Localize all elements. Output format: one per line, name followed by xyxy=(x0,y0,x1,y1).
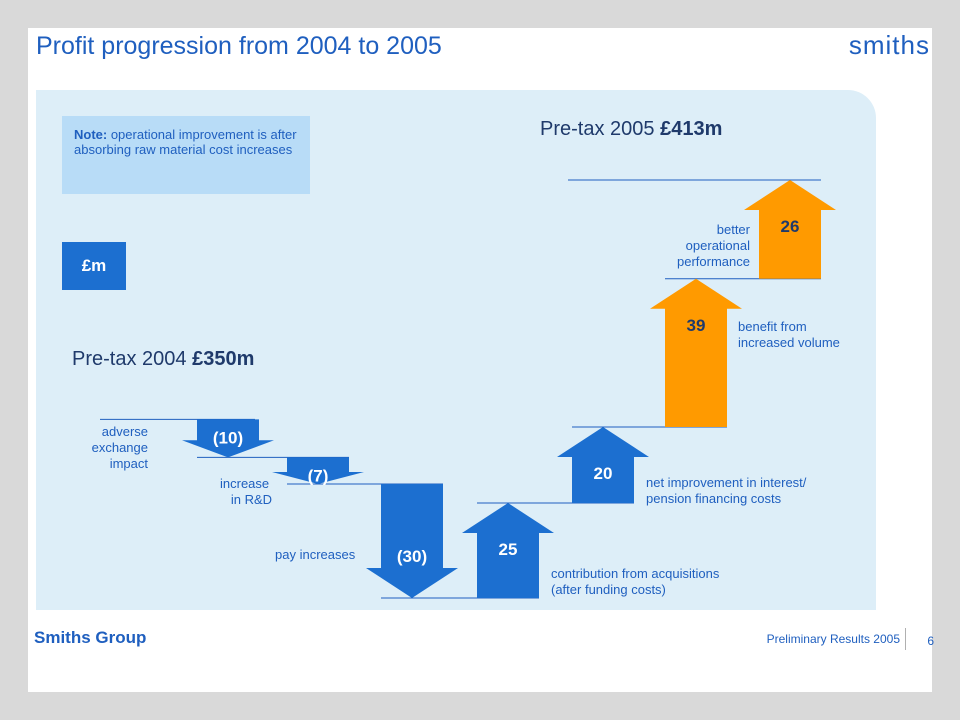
step-desc-operational: better operational performance xyxy=(640,222,750,270)
waterfall-arrow-7 xyxy=(744,180,836,279)
footer-divider xyxy=(905,628,906,650)
waterfall-value-label-4: 25 xyxy=(499,540,518,559)
note-label: Note: xyxy=(74,127,108,142)
pretax-2004-value: £350m xyxy=(192,348,255,370)
waterfall-value-label-1: (10) xyxy=(213,428,243,447)
footer-presentation-title: Preliminary Results 2005 xyxy=(766,632,900,646)
step-desc-interest-text: net improvement in interest/ pension fin… xyxy=(646,475,807,506)
waterfall-arrow-5 xyxy=(557,427,649,503)
note-box: Note: operational improvement is after a… xyxy=(62,116,310,194)
pretax-2005-text: Pre-tax 2005 xyxy=(540,118,661,140)
step-desc-rd: increase in R&D xyxy=(220,476,320,508)
pretax-2005-label: Pre-tax 2005 £413m xyxy=(540,118,722,141)
step-desc-interest: net improvement in interest/ pension fin… xyxy=(646,475,866,507)
page-title: Profit progression from 2004 to 2005 xyxy=(36,32,442,60)
waterfall-value-label-6: 39 xyxy=(687,316,706,335)
step-desc-pay: pay increases xyxy=(275,547,385,563)
pretax-2004-text: Pre-tax 2004 xyxy=(72,348,193,370)
waterfall-arrow-4 xyxy=(462,503,554,598)
step-desc-acquisitions: contribution from acquisitions (after fu… xyxy=(551,566,781,598)
waterfall-value-label-3: (30) xyxy=(397,547,427,566)
footer-company: Smiths Group xyxy=(34,628,147,647)
note-text: operational improvement is after absorbi… xyxy=(74,127,297,157)
pretax-2005-value: £413m xyxy=(660,118,723,140)
page-number: 6 xyxy=(927,634,934,648)
pretax-2004-label: Pre-tax 2004 £350m xyxy=(72,348,254,371)
step-desc-operational-text: better operational performance xyxy=(677,222,750,269)
waterfall-arrow-2 xyxy=(272,457,364,484)
step-desc-volume-text: benefit from increased volume xyxy=(738,319,840,350)
smiths-logo: smiths xyxy=(848,30,930,60)
step-desc-rd-text: increase in R&D xyxy=(220,476,273,507)
waterfall-value-label-5: 20 xyxy=(594,464,613,483)
step-desc-exchange-text: adverse exchange impact xyxy=(91,424,148,471)
step-desc-pay-text: pay increases xyxy=(275,547,356,562)
waterfall-value-label-2: (7) xyxy=(308,466,329,485)
waterfall-arrow-3 xyxy=(366,484,458,598)
step-desc-volume: benefit from increased volume xyxy=(738,319,888,351)
waterfall-arrow-6 xyxy=(650,278,742,427)
waterfall-arrow-1 xyxy=(182,419,274,458)
step-desc-acquisitions-text: contribution from acquisitions (after fu… xyxy=(551,566,720,597)
waterfall-value-label-7: 26 xyxy=(781,217,800,236)
step-desc-exchange: adverse exchange impact xyxy=(60,424,148,472)
unit-badge: £m xyxy=(62,242,126,290)
